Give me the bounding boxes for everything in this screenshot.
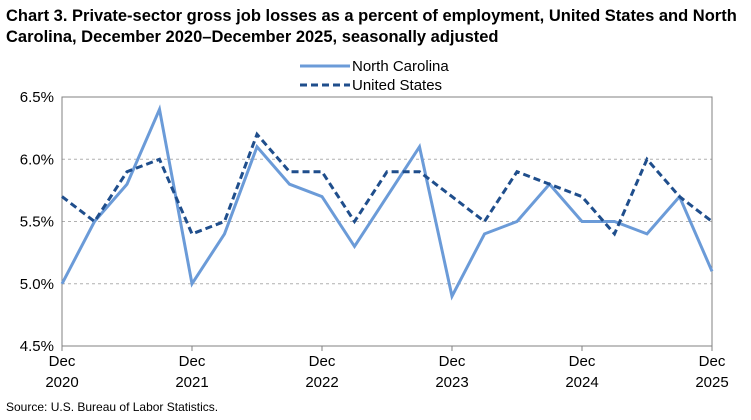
source-note: Source: U.S. Bureau of Labor Statistics. <box>6 400 219 414</box>
y-tick-label: 5.5% <box>20 214 54 231</box>
x-tick-label-month: Dec <box>699 353 726 370</box>
x-tick-label-year: 2023 <box>435 374 468 391</box>
series-line-united-states <box>61 131 713 237</box>
y-tick-label: 4.5% <box>20 338 54 355</box>
x-tick-label-year: 2020 <box>45 374 78 391</box>
plot-area <box>61 96 713 347</box>
y-tick-label: 6.5% <box>20 89 54 106</box>
x-tick-label-year: 2024 <box>565 374 598 391</box>
series-line-north-carolina <box>60 104 714 301</box>
x-tick-label-year: 2021 <box>175 374 208 391</box>
x-tick-label-month: Dec <box>179 353 206 370</box>
legend-label-north-carolina: North Carolina <box>352 58 449 75</box>
x-axis-tick-labels: Dec 2020 Dec 2021 Dec 2022 Dec 2023 Dec 2024 Dec 20… <box>45 346 729 391</box>
y-axis-tick-labels: 4.5% 5.0% 5.5% 6.0% 6.5% <box>20 89 54 355</box>
x-tick-label-year: 2025 <box>695 374 728 391</box>
x-tick-label-month: Dec <box>49 353 76 370</box>
x-tick-label-month: Dec <box>439 353 466 370</box>
x-tick-label-year: 2022 <box>305 374 338 391</box>
y-tick-label: 6.0% <box>20 151 54 168</box>
x-tick-label-month: Dec <box>309 353 336 370</box>
chart-title: Chart 3. Private-sector gross job losses… <box>6 7 737 46</box>
y-tick-label: 5.0% <box>20 276 54 293</box>
legend: North Carolina United States <box>300 58 449 94</box>
x-tick-label-month: Dec <box>569 353 596 370</box>
series-lines <box>60 104 714 301</box>
legend-label-united-states: United States <box>352 77 442 94</box>
